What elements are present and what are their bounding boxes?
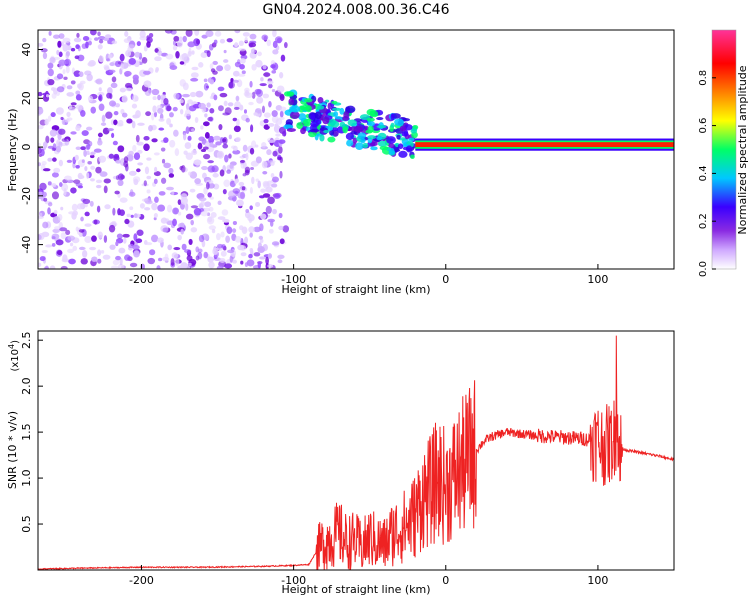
colorbar-tick-label: 0.2 bbox=[698, 213, 709, 229]
snr-y-tick-label: 0.5 bbox=[20, 515, 33, 533]
spectrogram-y-label: Frequency (Hz) bbox=[6, 109, 19, 192]
spectrogram-x-tick-label: -100 bbox=[281, 273, 306, 286]
colorbar-tick-label: 0.6 bbox=[698, 118, 709, 134]
spectrogram-y-tick-label: -40 bbox=[20, 236, 33, 254]
snr-x-tick-label: -100 bbox=[281, 574, 306, 587]
colorbar-tick-label: 0.8 bbox=[698, 70, 709, 86]
colorbar-label: Normalized spectral amplitude bbox=[736, 65, 749, 234]
spectrogram-x-ticks: -200 -100 0 100 bbox=[129, 264, 608, 286]
snr-y-tick-label: 2.5 bbox=[20, 331, 33, 349]
snr-x-tick-label: 0 bbox=[442, 574, 449, 587]
spectrogram-y-tick-label: 0 bbox=[20, 144, 33, 151]
snr-x-label: Height of straight line (km) bbox=[281, 583, 430, 596]
spectrogram-frame bbox=[37, 29, 675, 270]
snr-frame bbox=[37, 330, 675, 571]
spectrogram-y-ticks: -40 -20 0 20 40 bbox=[20, 43, 43, 254]
colorbar-tick-label: 0.0 bbox=[698, 261, 709, 277]
spectrogram-x-tick-label: 100 bbox=[587, 273, 608, 286]
spectrogram-y-tick-label: 40 bbox=[20, 43, 33, 57]
colorbar: 0.0 0.2 0.4 0.6 0.8 Normalized spectral ampl… bbox=[698, 29, 749, 277]
snr-y-scale: (x104) bbox=[7, 340, 21, 372]
spectrogram-y-tick-label: 20 bbox=[20, 91, 33, 105]
snr-panel: -200 -100 0 100 0.5 1.0 1.5 2.0 2.5 Height of s… bbox=[6, 330, 675, 596]
chart-title: GN04.2024.008.00.36.C46 bbox=[263, 2, 450, 18]
snr-y-tick-label: 2.0 bbox=[20, 377, 33, 395]
snr-x-tick-label: -200 bbox=[129, 574, 154, 587]
spectrogram-heatmap bbox=[38, 30, 674, 269]
colorbar-bar bbox=[711, 29, 737, 270]
spectrogram-x-tick-label: -200 bbox=[129, 273, 154, 286]
snr-series-line bbox=[38, 335, 674, 570]
colorbar-tick-label: 0.4 bbox=[698, 165, 709, 181]
snr-y-label: SNR (10 * v/v) bbox=[6, 411, 19, 489]
snr-y-tick-label: 1.0 bbox=[20, 469, 33, 487]
snr-y-tick-label: 1.5 bbox=[20, 423, 33, 441]
spectrogram-x-tick-label: 0 bbox=[442, 273, 449, 286]
snr-x-ticks: -200 -100 0 100 bbox=[129, 565, 608, 587]
snr-x-tick-label: 100 bbox=[587, 574, 608, 587]
spectrogram-x-label: Height of straight line (km) bbox=[281, 283, 430, 296]
snr-y-ticks: 0.5 1.0 1.5 2.0 2.5 bbox=[20, 331, 43, 533]
spectrogram-y-tick-label: -20 bbox=[20, 187, 33, 205]
snr-y-scale-exponent: 4 bbox=[7, 344, 16, 349]
colorbar-ticks: 0.0 0.2 0.4 0.6 0.8 bbox=[698, 70, 716, 277]
